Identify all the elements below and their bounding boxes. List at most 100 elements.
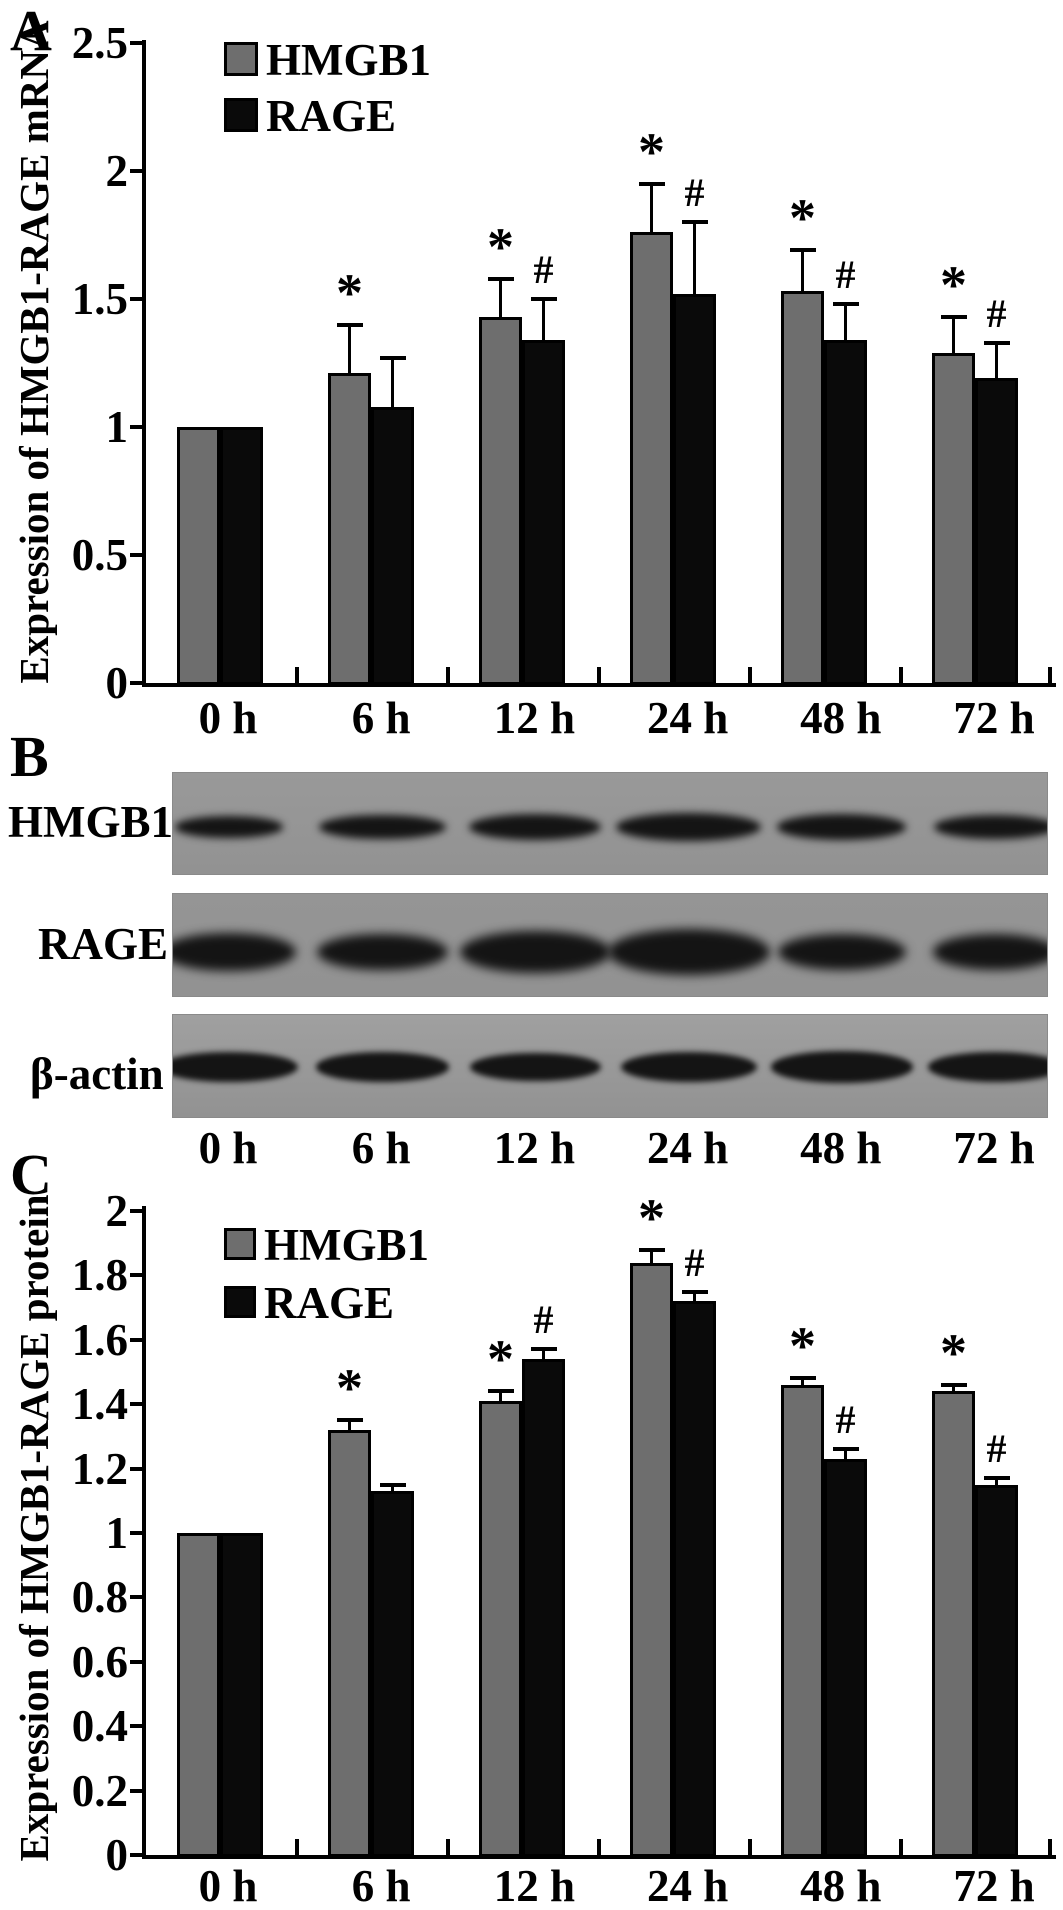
blot-row-label-beta-actin: β-actin [30, 1049, 164, 1099]
blot-band [777, 814, 907, 840]
sig-hash: # [684, 1239, 705, 1285]
x-tick [748, 1839, 752, 1855]
bar-hmgb1-24h [630, 232, 673, 685]
y-tick-label: 0 [105, 658, 129, 708]
legend-label-hmgb1: HMGB1 [266, 35, 431, 85]
blot-band [616, 812, 762, 842]
y-tick [130, 297, 146, 301]
blot-band [620, 1052, 757, 1082]
panel-a-letter: A [10, 0, 52, 63]
blot-lane-label: 6 h [351, 1123, 411, 1173]
blot-band [469, 814, 602, 840]
sig-star: * [487, 1329, 514, 1390]
x-category-label: 12 h [493, 1861, 576, 1910]
blot-lane-label: 0 h [198, 1123, 258, 1173]
error-bar-stem [844, 304, 847, 340]
y-tick-label: 1.5 [71, 274, 128, 324]
blot-band [315, 1052, 449, 1082]
bar-hmgb1-72h [932, 353, 975, 685]
blot-band [173, 1051, 299, 1083]
sig-star: * [638, 1187, 665, 1248]
error-bar-stem [499, 278, 502, 317]
error-bar-stem [995, 342, 998, 379]
legend-label-hmgb1: HMGB1 [264, 1220, 429, 1270]
sig-star: * [336, 262, 363, 323]
error-bar-cap [681, 1289, 708, 1294]
y-tick-label: 0.8 [71, 1572, 128, 1623]
x-category-label: 48 h [800, 1861, 882, 1910]
y-tick-label: 1.4 [71, 1379, 128, 1430]
error-bar-cap [638, 1247, 665, 1252]
x-tick [446, 667, 450, 683]
blot-lane-label: 72 h [953, 1123, 1035, 1173]
y-tick [130, 1531, 146, 1535]
bar-rage-0h [220, 1533, 263, 1857]
x-tick [748, 667, 752, 683]
y-tick [130, 1659, 146, 1664]
blot-row-label-rage: RAGE [38, 919, 169, 969]
y-axis-line [142, 40, 146, 687]
y-tick-label: 2 [105, 1186, 129, 1236]
panel-a-chart: 0 0.5 1 1.5 2 2.5 * * * * * # # # #0 h 6 h 12 h 24 h 48 h 7… [0, 0, 1063, 745]
blot-lane-label: 24 h [646, 1123, 729, 1173]
x-tick [899, 667, 903, 683]
bar-hmgb1-6h [328, 373, 371, 685]
error-bar-cap [789, 1376, 816, 1381]
error-bar-stem [348, 1420, 351, 1430]
y-tick [130, 425, 146, 429]
blot-band [470, 1052, 601, 1082]
y-tick [130, 553, 146, 557]
sig-star: * [940, 1322, 967, 1383]
bar-rage-24h [673, 1301, 716, 1857]
bar-hmgb1-72h [932, 1391, 975, 1857]
error-bar-stem [542, 1349, 545, 1360]
y-tick [130, 1724, 146, 1729]
error-bar-cap [789, 248, 816, 253]
error-bar-cap [832, 1447, 859, 1452]
x-tick [899, 1839, 903, 1855]
x-category-label: 24 h [646, 1861, 729, 1910]
x-category-label: 0 h [198, 1861, 258, 1910]
blot-strip-RAGE [172, 893, 1048, 997]
bar-hmgb1-48h [781, 291, 824, 685]
blot-band [318, 814, 446, 840]
y-tick [130, 1273, 146, 1278]
blot-strip-β-actin [172, 1014, 1048, 1118]
y-tick-label: 2.5 [71, 18, 128, 68]
sig-hash: # [986, 1426, 1007, 1472]
panel-b-blots: 0 h 6 h 12 h 24 h 48 h 72 h [172, 772, 1048, 1173]
bar-rage-12h [522, 1359, 565, 1857]
y-tick-label: 0.5 [71, 530, 128, 580]
x-category-label: 48 h [800, 693, 882, 743]
error-bar-stem [693, 222, 696, 294]
error-bar-cap [832, 302, 859, 307]
bar-rage-48h [824, 1459, 867, 1857]
error-bar-cap [379, 1482, 406, 1487]
y-tick [130, 1853, 146, 1857]
bar-rage-72h [975, 378, 1018, 685]
error-bar-cap [983, 1476, 1010, 1481]
blot-band [174, 816, 284, 838]
error-bar-cap [336, 1418, 363, 1423]
y-tick-label: 1 [105, 402, 129, 452]
error-bar-stem [844, 1449, 847, 1459]
sig-hash: # [835, 1397, 856, 1443]
error-bar-cap [379, 355, 406, 360]
x-category-label: 0 h [198, 693, 258, 743]
sig-star: * [487, 216, 514, 277]
sig-star: * [789, 1316, 816, 1377]
blot-band [771, 1051, 913, 1083]
sig-star: * [336, 1358, 363, 1419]
y-tick-label: 1.2 [71, 1443, 128, 1494]
blot-band [316, 933, 448, 971]
error-bar-cap [940, 314, 967, 319]
error-bar-stem [995, 1478, 998, 1485]
bar-rage-12h [522, 340, 565, 685]
blot-band [460, 930, 611, 974]
legend-swatch-rage [224, 1286, 256, 1318]
legend-swatch-rage [224, 98, 258, 132]
bar-hmgb1-6h [328, 1430, 371, 1857]
y-tick [130, 1402, 146, 1407]
bar-hmgb1-12h [479, 317, 522, 685]
